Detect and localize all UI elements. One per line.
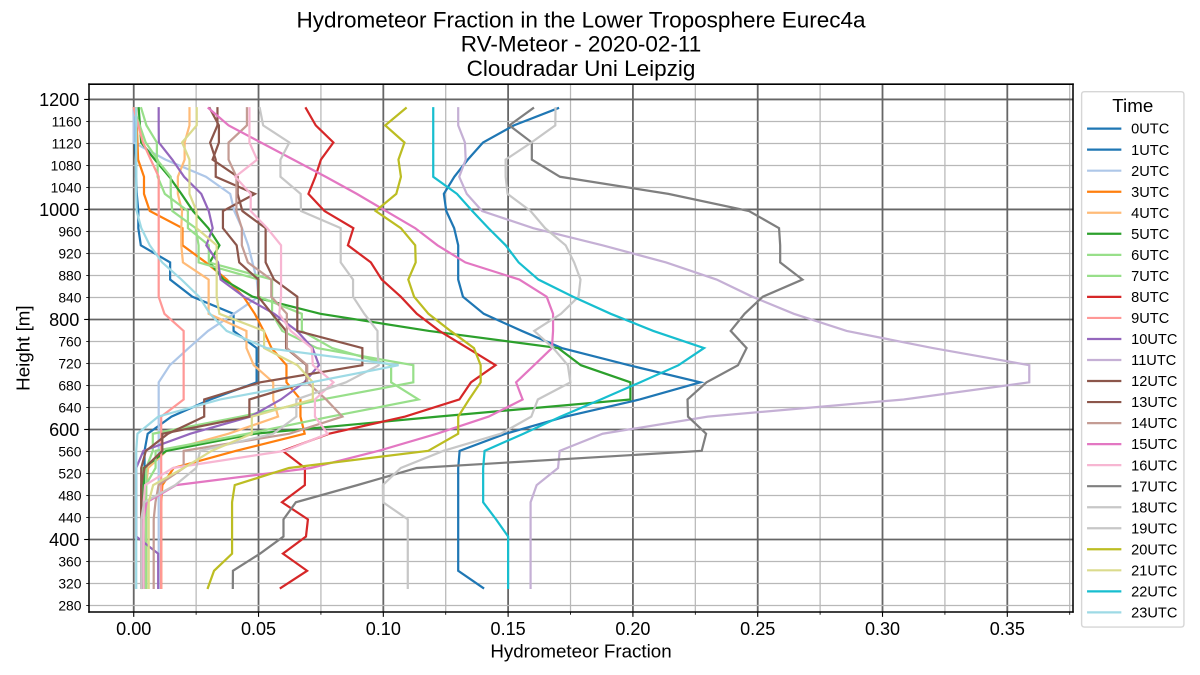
svg-text:11UTC: 11UTC bbox=[1131, 353, 1176, 369]
svg-text:1160: 1160 bbox=[52, 113, 82, 129]
svg-text:22UTC: 22UTC bbox=[1131, 584, 1177, 600]
svg-text:RV-Meteor - 2020-02-11: RV-Meteor - 2020-02-11 bbox=[461, 32, 702, 57]
svg-text:13UTC: 13UTC bbox=[1131, 395, 1177, 411]
svg-text:Hydrometeor Fraction: Hydrometeor Fraction bbox=[490, 641, 671, 662]
svg-text:800: 800 bbox=[49, 310, 79, 330]
svg-text:480: 480 bbox=[58, 488, 81, 504]
svg-text:1040: 1040 bbox=[51, 179, 82, 195]
svg-text:400: 400 bbox=[49, 530, 79, 550]
svg-text:15UTC: 15UTC bbox=[1131, 437, 1177, 453]
svg-text:0UTC: 0UTC bbox=[1131, 122, 1169, 138]
svg-text:280: 280 bbox=[58, 598, 81, 614]
svg-text:720: 720 bbox=[58, 356, 81, 372]
svg-text:0.35: 0.35 bbox=[990, 619, 1025, 639]
svg-text:760: 760 bbox=[58, 334, 81, 350]
svg-text:8UTC: 8UTC bbox=[1131, 290, 1169, 306]
svg-text:Time: Time bbox=[1112, 95, 1153, 116]
svg-text:14UTC: 14UTC bbox=[1131, 416, 1177, 432]
svg-text:960: 960 bbox=[58, 223, 81, 239]
svg-text:21UTC: 21UTC bbox=[1131, 563, 1177, 579]
svg-text:20UTC: 20UTC bbox=[1131, 542, 1177, 558]
svg-text:10UTC: 10UTC bbox=[1131, 332, 1177, 348]
svg-text:600: 600 bbox=[49, 420, 79, 440]
svg-text:0.00: 0.00 bbox=[116, 619, 151, 639]
svg-text:18UTC: 18UTC bbox=[1131, 500, 1177, 516]
svg-text:23UTC: 23UTC bbox=[1131, 605, 1177, 621]
svg-text:3UTC: 3UTC bbox=[1131, 185, 1169, 201]
svg-text:920: 920 bbox=[58, 245, 81, 261]
svg-text:0.15: 0.15 bbox=[491, 619, 526, 639]
svg-text:5UTC: 5UTC bbox=[1131, 227, 1169, 243]
svg-text:4UTC: 4UTC bbox=[1131, 206, 1169, 222]
svg-text:1120: 1120 bbox=[52, 135, 82, 151]
svg-text:680: 680 bbox=[58, 378, 81, 394]
svg-text:2UTC: 2UTC bbox=[1131, 164, 1169, 180]
svg-text:0.20: 0.20 bbox=[615, 619, 650, 639]
svg-text:320: 320 bbox=[58, 576, 81, 592]
svg-text:1200: 1200 bbox=[39, 90, 79, 110]
svg-text:17UTC: 17UTC bbox=[1131, 479, 1177, 495]
svg-text:0.25: 0.25 bbox=[740, 619, 775, 639]
svg-text:0.10: 0.10 bbox=[366, 619, 401, 639]
svg-text:1UTC: 1UTC bbox=[1131, 143, 1169, 159]
svg-text:880: 880 bbox=[58, 267, 81, 283]
svg-text:520: 520 bbox=[58, 466, 81, 482]
svg-text:Cloudradar Uni Leipzig: Cloudradar Uni Leipzig bbox=[467, 56, 696, 81]
svg-text:840: 840 bbox=[58, 289, 81, 305]
svg-text:640: 640 bbox=[58, 400, 81, 416]
svg-text:16UTC: 16UTC bbox=[1131, 458, 1177, 474]
svg-text:440: 440 bbox=[58, 510, 81, 526]
svg-text:19UTC: 19UTC bbox=[1131, 521, 1177, 537]
svg-text:1080: 1080 bbox=[51, 157, 82, 173]
svg-text:Height [m]: Height [m] bbox=[13, 305, 34, 390]
svg-text:0.05: 0.05 bbox=[241, 619, 276, 639]
svg-text:0.30: 0.30 bbox=[865, 619, 900, 639]
svg-text:360: 360 bbox=[58, 554, 81, 570]
svg-text:9UTC: 9UTC bbox=[1131, 311, 1169, 327]
svg-text:6UTC: 6UTC bbox=[1131, 248, 1169, 264]
svg-text:1000: 1000 bbox=[39, 200, 79, 220]
svg-text:560: 560 bbox=[58, 444, 81, 460]
svg-text:7UTC: 7UTC bbox=[1131, 269, 1169, 285]
svg-text:Hydrometeor Fraction in the Lo: Hydrometeor Fraction in the Lower Tropos… bbox=[297, 7, 867, 32]
svg-text:12UTC: 12UTC bbox=[1131, 374, 1177, 390]
